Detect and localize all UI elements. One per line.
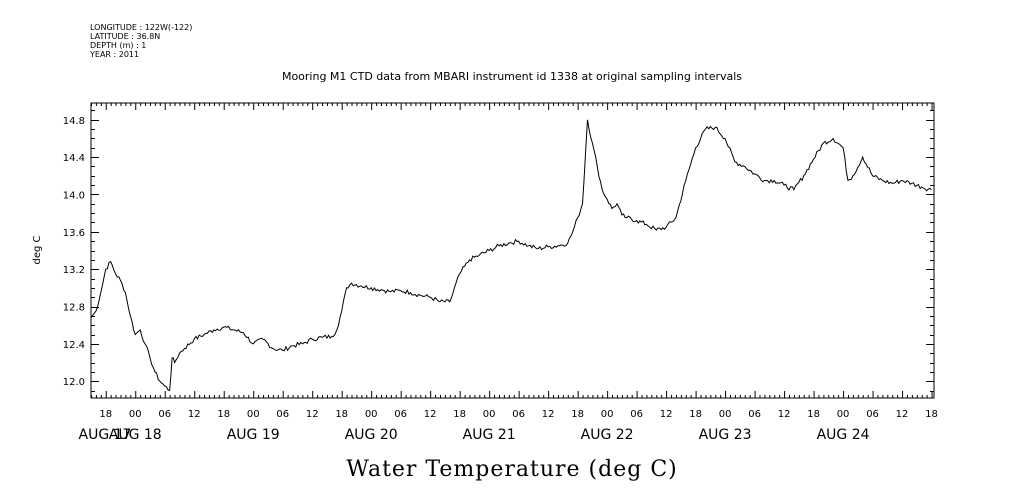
x-hour-label: 18 — [217, 409, 230, 420]
x-hour-label: 12 — [424, 409, 437, 420]
x-date-label: AUG 23 — [699, 427, 752, 443]
x-hour-label: 18 — [99, 409, 112, 420]
y-tick-label: 13.2 — [63, 265, 85, 276]
y-tick-label: 12.0 — [63, 377, 85, 388]
latitude-label: LATITUDE : 36.8N — [90, 32, 161, 41]
x-hour-label: 00 — [129, 409, 142, 420]
x-hour-label: 18 — [571, 409, 584, 420]
plot-frame — [90, 102, 935, 399]
x-hour-label: 00 — [247, 409, 260, 420]
x-hour-label: 00 — [719, 409, 732, 420]
x-date-label: AUG 17 — [79, 427, 132, 443]
x-hour-label: 18 — [807, 409, 820, 420]
x-date-label: AUG 20 — [345, 427, 398, 443]
x-date-label: AUG 21 — [463, 427, 516, 443]
x-hour-label: 12 — [306, 409, 319, 420]
metadata-block: LONGITUDE : 122W(-122) LATITUDE : 36.8N … — [90, 23, 192, 59]
x-date-label: AUG 18 — [109, 427, 162, 443]
y-axis-label: deg C — [32, 235, 43, 264]
y-tick-label: 14.0 — [63, 190, 85, 201]
longitude-label: LONGITUDE : 122W(-122) — [90, 23, 193, 32]
x-hour-label: 18 — [689, 409, 702, 420]
depth-label: DEPTH (m) : 1 — [90, 41, 147, 50]
x-hour-label: 06 — [158, 409, 171, 420]
x-hour-label: 06 — [394, 409, 407, 420]
x-hour-label: 12 — [896, 409, 909, 420]
x-hour-label: 18 — [453, 409, 466, 420]
y-tick-label: 12.8 — [63, 303, 85, 314]
x-hour-label: 06 — [276, 409, 289, 420]
x-hour-label: 00 — [365, 409, 378, 420]
x-hour-label: 06 — [630, 409, 643, 420]
series-line — [90, 119, 932, 392]
x-hour-label: 12 — [542, 409, 555, 420]
x-axis-label: Water Temperature (deg C) — [346, 457, 678, 482]
year-label: YEAR : 2011 — [90, 50, 140, 59]
y-tick-label: 14.4 — [63, 153, 85, 164]
x-hour-label: 00 — [837, 409, 850, 420]
axis-ticks — [91, 103, 934, 398]
x-hour-label: 00 — [483, 409, 496, 420]
y-tick-label: 12.4 — [63, 340, 85, 351]
x-hour-label: 06 — [512, 409, 525, 420]
x-hour-label: 18 — [925, 409, 938, 420]
x-hour-tick-labels: 18 00 06 12 18 00 06 12 18 00 06 12 18 00 06 12 18 00 06 12… — [99, 409, 938, 420]
x-date-label: AUG 19 — [227, 427, 280, 443]
y-tick-label: 14.8 — [63, 116, 85, 127]
x-hour-label: 18 — [335, 409, 348, 420]
x-hour-label: 00 — [601, 409, 614, 420]
x-hour-label: 06 — [866, 409, 879, 420]
x-hour-label: 06 — [748, 409, 761, 420]
chart-title: Mooring M1 CTD data from MBARI instrumen… — [282, 70, 742, 83]
x-hour-label: 12 — [660, 409, 673, 420]
x-hour-label: 12 — [778, 409, 791, 420]
x-date-label: AUG 24 — [817, 427, 870, 443]
y-tick-labels: 12.0 12.4 12.8 13.2 13.6 14.0 14.4 14.8 — [63, 116, 85, 388]
x-date-label: AUG 22 — [581, 427, 634, 443]
x-hour-label: 12 — [188, 409, 201, 420]
y-tick-label: 13.6 — [63, 228, 85, 239]
